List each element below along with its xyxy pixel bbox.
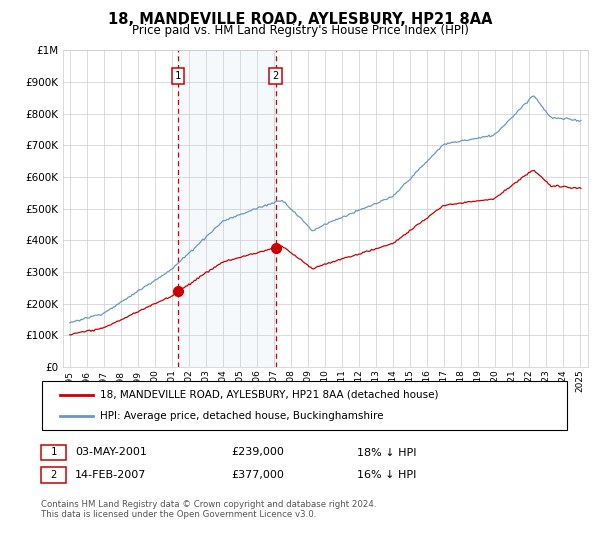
Text: 18, MANDEVILLE ROAD, AYLESBURY, HP21 8AA: 18, MANDEVILLE ROAD, AYLESBURY, HP21 8AA [108,12,492,27]
Text: 2: 2 [50,470,56,480]
Text: 03-MAY-2001: 03-MAY-2001 [75,447,147,458]
Text: HPI: Average price, detached house, Buckinghamshire: HPI: Average price, detached house, Buck… [100,411,384,421]
Text: 2: 2 [272,71,279,81]
Text: 1: 1 [50,447,56,458]
Text: 14-FEB-2007: 14-FEB-2007 [75,470,146,480]
Text: 1: 1 [175,71,181,81]
Text: 16% ↓ HPI: 16% ↓ HPI [357,470,416,480]
Text: 18% ↓ HPI: 18% ↓ HPI [357,447,416,458]
Text: £377,000: £377,000 [231,470,284,480]
Text: 18, MANDEVILLE ROAD, AYLESBURY, HP21 8AA (detached house): 18, MANDEVILLE ROAD, AYLESBURY, HP21 8AA… [100,390,439,400]
Text: Contains HM Land Registry data © Crown copyright and database right 2024.
This d: Contains HM Land Registry data © Crown c… [41,500,376,519]
Text: £239,000: £239,000 [231,447,284,458]
Bar [178,50,276,367]
Text: Price paid vs. HM Land Registry's House Price Index (HPI): Price paid vs. HM Land Registry's House … [131,24,469,37]
